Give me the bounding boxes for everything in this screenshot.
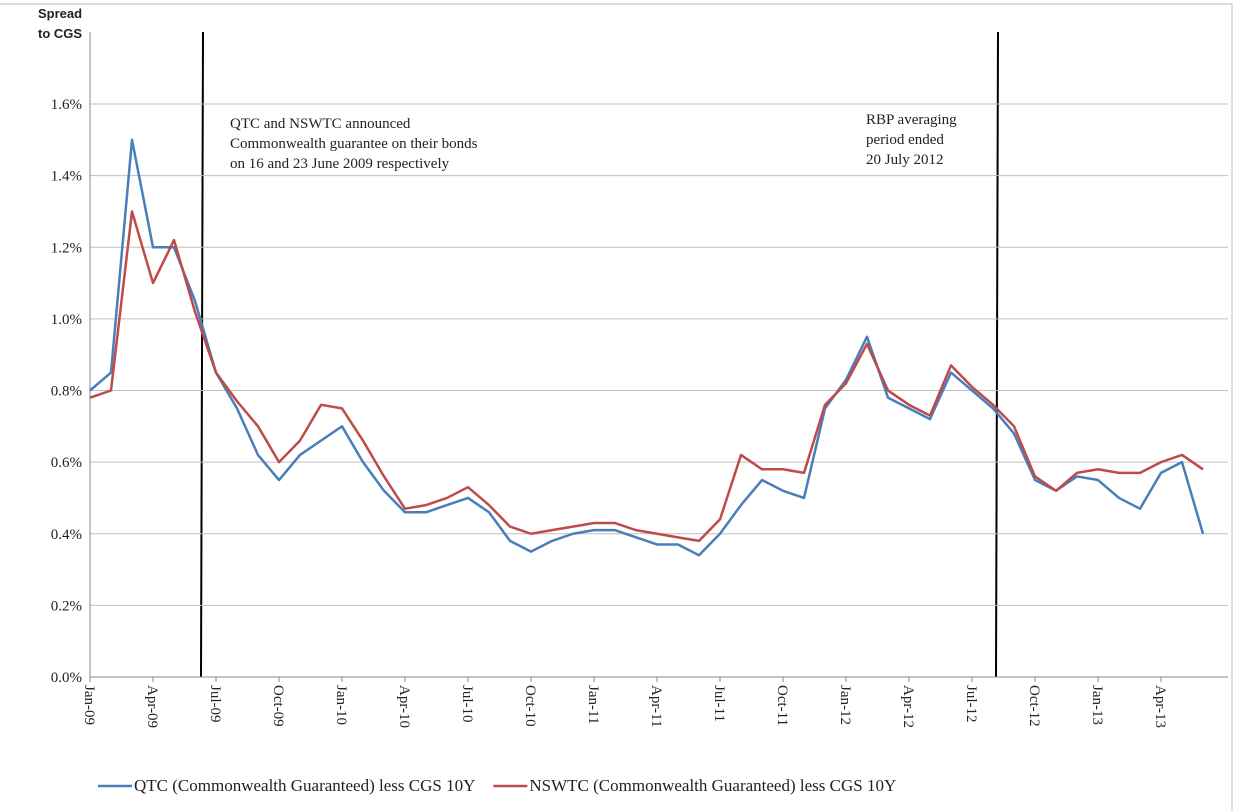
series-line xyxy=(89,210,1204,543)
annotation: Commonwealth guarantee on their bonds xyxy=(230,136,478,152)
annotation: period ended xyxy=(866,132,944,148)
annotation: RBP averaging xyxy=(866,112,957,128)
y-axis-title: to CGS xyxy=(38,26,82,41)
x-tick-label: Jul-10 xyxy=(459,685,475,723)
x-tick-label: Jan-09 xyxy=(81,685,97,725)
y-tick-label: 0.8% xyxy=(51,384,82,400)
frame xyxy=(0,3,1233,811)
x-tick-label: Jan-13 xyxy=(1089,685,1105,725)
x-tick-label: Oct-10 xyxy=(522,685,538,727)
y-tick-label: 1.2% xyxy=(51,240,82,256)
y-tick-label: 1.4% xyxy=(51,169,82,185)
annotation: on 16 and 23 June 2009 respectively xyxy=(230,156,450,172)
legend-label: NSWTC (Commonwealth Guaranteed) less CGS… xyxy=(529,776,896,795)
x-tick-label: Jul-09 xyxy=(207,685,223,723)
x-tick-label: Apr-10 xyxy=(396,685,412,728)
y-tick-label: 0.2% xyxy=(51,598,82,614)
x-tick-label: Oct-12 xyxy=(1026,685,1042,727)
event-line xyxy=(200,31,204,678)
y-tick-label: 0.6% xyxy=(51,455,82,471)
legend-label: QTC (Commonwealth Guaranteed) less CGS 1… xyxy=(134,776,475,795)
annotation: QTC and NSWTC announced xyxy=(230,116,411,132)
y-axis-title: Spread xyxy=(38,6,82,21)
y-tick-label: 0.4% xyxy=(51,527,82,543)
y-tick-label: 1.6% xyxy=(51,97,82,113)
x-tick-label: Oct-09 xyxy=(270,685,286,727)
x-tick-label: Apr-12 xyxy=(900,685,916,728)
x-tick-label: Apr-13 xyxy=(1152,685,1168,728)
event-line xyxy=(995,31,999,678)
x-tick-label: Jul-12 xyxy=(963,685,979,723)
x-tick-label: Jan-10 xyxy=(333,685,349,725)
y-tick-label: 1.0% xyxy=(51,312,82,328)
annotation: 20 July 2012 xyxy=(866,152,944,168)
x-tick-label: Jan-11 xyxy=(585,685,601,724)
x-tick-label: Apr-09 xyxy=(144,685,160,728)
x-tick-label: Apr-11 xyxy=(648,685,664,727)
y-tick-label: 0.0% xyxy=(51,670,82,686)
series-line xyxy=(89,138,1205,557)
x-tick-label: Jan-12 xyxy=(837,685,853,725)
x-tick-label: Jul-11 xyxy=(711,685,727,722)
x-tick-label: Oct-11 xyxy=(774,685,790,726)
